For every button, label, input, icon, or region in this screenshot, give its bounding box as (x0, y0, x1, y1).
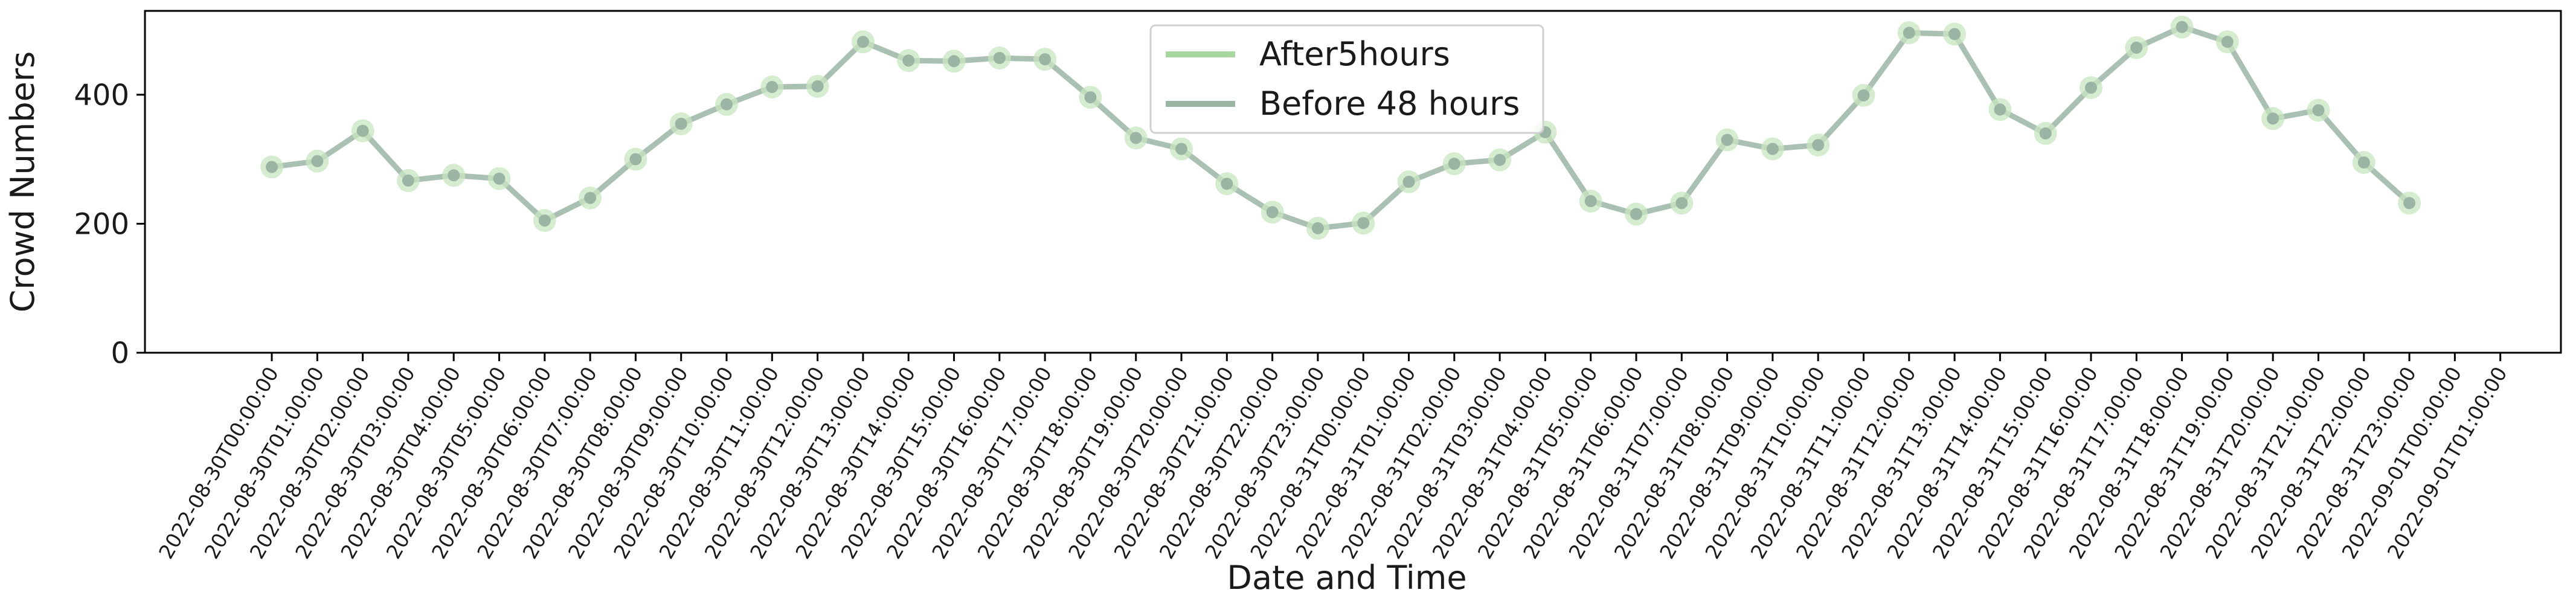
data-point (1494, 153, 1506, 166)
data-point (493, 172, 506, 185)
data-point (629, 153, 642, 165)
data-point (2267, 112, 2279, 125)
data-point (356, 124, 369, 137)
data-point (1129, 132, 1142, 144)
data-point (2176, 21, 2188, 33)
data-point (1402, 176, 1415, 188)
data-point (538, 214, 551, 227)
plot-frame (144, 10, 2562, 354)
data-point (1175, 143, 1187, 155)
data-point (1039, 53, 1052, 66)
data-point (2221, 36, 2234, 48)
data-point (2312, 104, 2325, 117)
data-point (2039, 127, 2052, 140)
legend-label-after5hours: After5hours (1259, 35, 1450, 73)
y-tick-label: 400 (74, 79, 129, 112)
data-point (675, 117, 687, 130)
legend-box (1149, 24, 1544, 134)
data-point (266, 161, 278, 173)
data-point (721, 98, 733, 111)
legend-label-before-48-hours: Before 48 hours (1259, 85, 1520, 123)
data-point (1721, 133, 1733, 146)
data-point (2357, 156, 2370, 169)
data-point (1084, 91, 1097, 104)
data-point (902, 54, 915, 67)
plot-area (144, 10, 2562, 354)
data-point (1357, 217, 1370, 230)
y-tick-label: 0 (111, 336, 129, 370)
data-point (1948, 28, 1961, 40)
data-point (1630, 208, 1642, 220)
data-point (1903, 27, 1915, 39)
data-point (584, 191, 597, 204)
data-point (2403, 197, 2416, 210)
data-point (1311, 222, 1324, 234)
data-point (1266, 206, 1279, 219)
data-point (993, 52, 1006, 64)
x-axis: 2022-08-30T00:00:002022-08-30T01:00:0020… (154, 353, 2512, 563)
x-axis-label: Date and Time (1227, 559, 1466, 597)
data-point (856, 36, 869, 48)
y-axis-label: Crowd Numbers (4, 51, 42, 312)
data-point (1675, 197, 1688, 210)
data-point (1221, 178, 1233, 190)
data-point (2085, 82, 2097, 94)
data-point (448, 169, 460, 182)
legend: After5hours Before 48 hours (1149, 24, 1544, 134)
data-point (311, 155, 324, 167)
data-point (1766, 143, 1779, 155)
data-point (402, 174, 414, 187)
data-point (2130, 41, 2143, 54)
data-point (1857, 89, 1870, 101)
data-point (811, 80, 824, 92)
data-point (1584, 195, 1597, 207)
data-point (1448, 158, 1460, 170)
data-point (766, 81, 779, 93)
data-point (948, 55, 960, 68)
series-layer (260, 15, 2421, 240)
data-point (1812, 139, 1825, 152)
y-tick-label: 200 (74, 207, 129, 241)
y-axis: 0 200 400 (74, 79, 145, 370)
data-point (1994, 103, 2006, 116)
